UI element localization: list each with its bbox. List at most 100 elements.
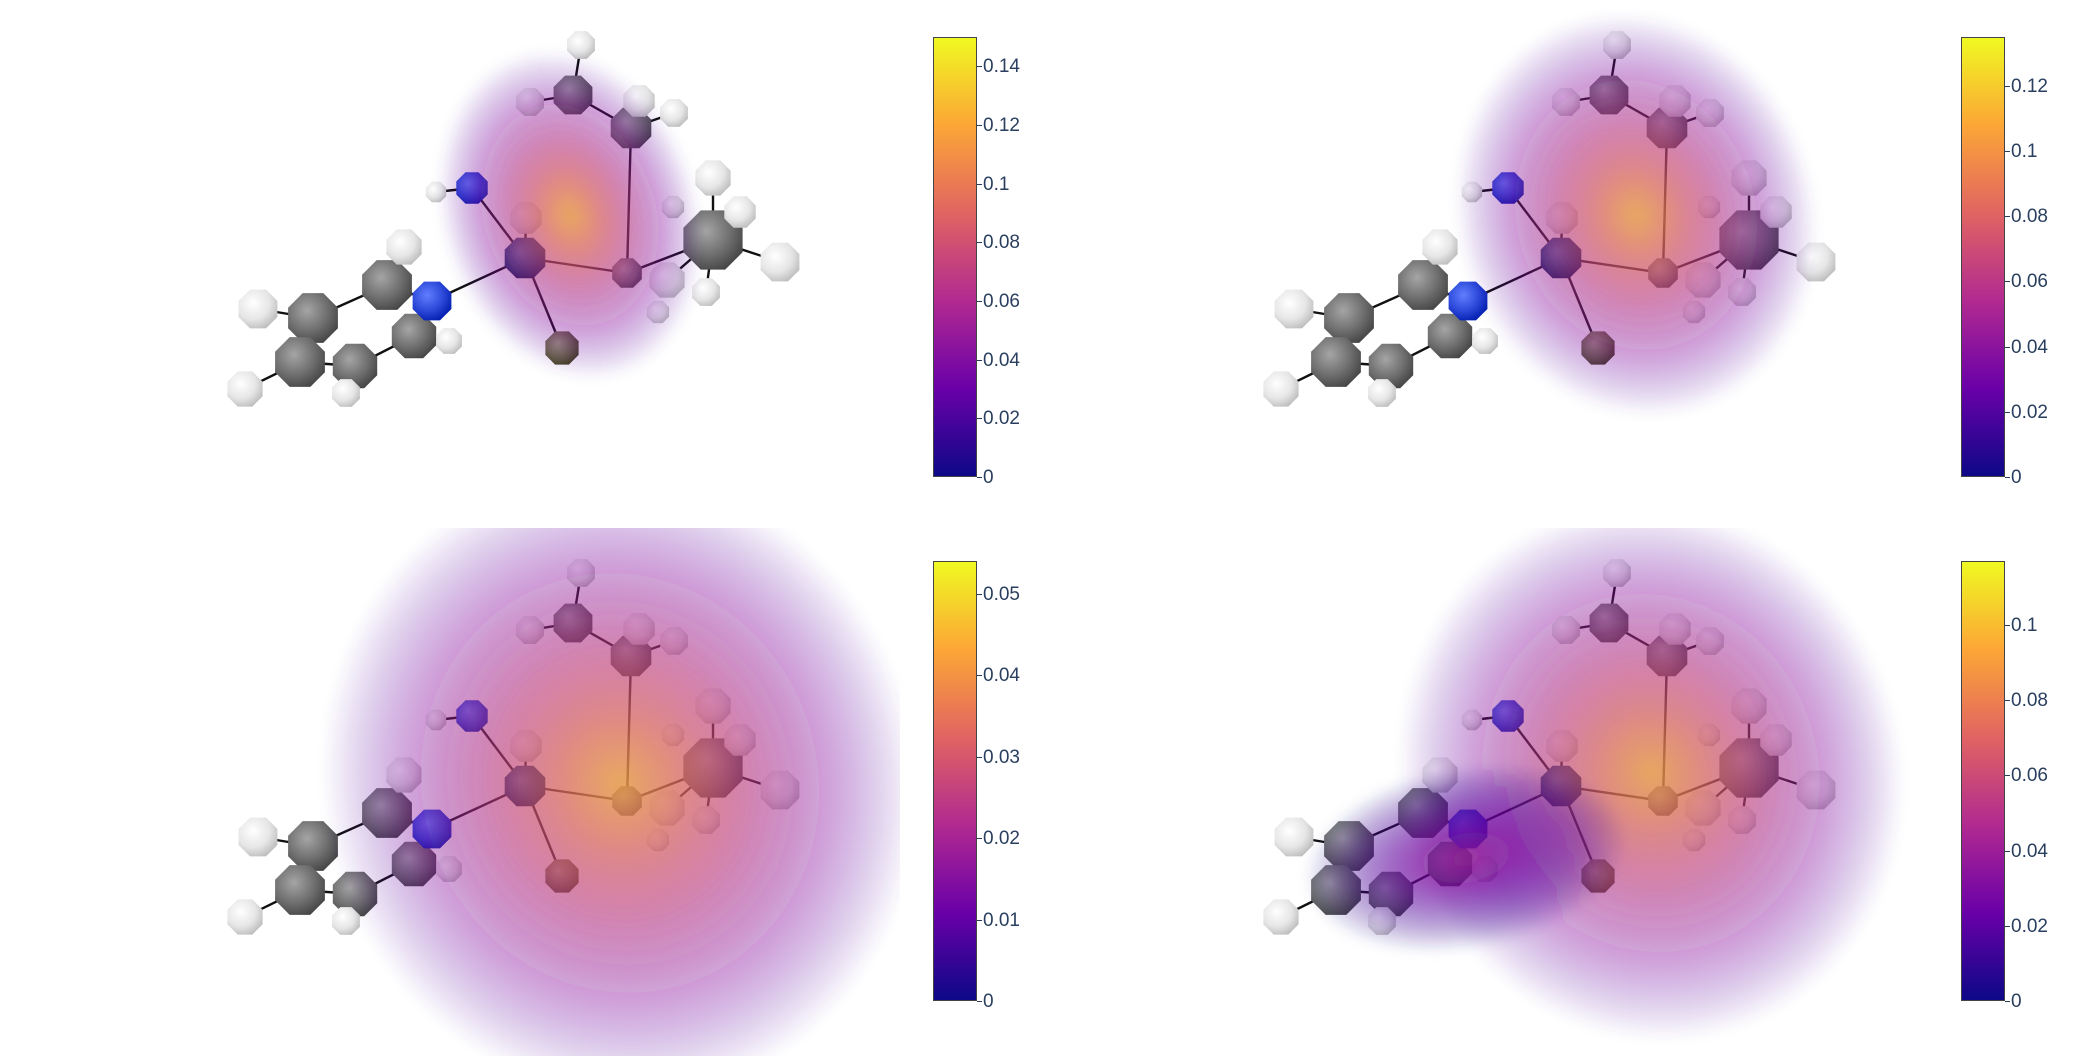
panel-top-left: 0 0.02 0.04 0.06 0.08 0.1 0.12 0.14 xyxy=(0,0,1036,528)
colorbar-tick-mark xyxy=(977,242,982,244)
hydrogen-atom xyxy=(436,328,462,354)
colorbar-tick-label: 0.1 xyxy=(2011,614,2038,636)
hydrogen-atom xyxy=(567,31,595,59)
colorbar-tick-label: 0.08 xyxy=(2011,690,2048,712)
carbon-atom xyxy=(288,293,338,343)
hydrogen-atom xyxy=(1368,379,1396,407)
hydrogen-atom xyxy=(1263,899,1299,935)
hydrogen-atom xyxy=(1274,289,1314,329)
colorbar-tick-mark xyxy=(2005,700,2010,702)
colorbar-tick-label: 0.08 xyxy=(2011,206,2048,228)
hydrogen-atom xyxy=(660,99,688,127)
colorbar: 0 0.02 0.04 0.06 0.08 0.1 xyxy=(1961,561,2061,1011)
colorbar-tick-label: 0.02 xyxy=(983,408,1020,430)
hydrogen-atom xyxy=(1422,229,1458,265)
colorbar-tick-label: 0.14 xyxy=(983,56,1020,78)
density-isosurface xyxy=(1458,17,1814,413)
carbon-atom xyxy=(288,821,338,871)
colorbar-tick-label: 0.02 xyxy=(2011,915,2048,937)
hydrogen-atom xyxy=(238,289,278,329)
colorbar-tick-mark xyxy=(2005,1001,2010,1002)
colorbar-tick-mark xyxy=(2005,85,2010,87)
colorbar-tick-mark xyxy=(977,838,982,840)
colorbar-tick-mark xyxy=(2005,850,2010,852)
colorbar-gradient xyxy=(933,561,977,1001)
colorbar-tick-label: 0 xyxy=(2011,991,2022,1012)
colorbar-tick-label: 0 xyxy=(983,991,994,1012)
colorbar-tick-label: 0.02 xyxy=(2011,401,2048,423)
carbon-atom xyxy=(1311,337,1361,387)
colorbar-tick-mark xyxy=(977,301,982,302)
panel-bottom-right: 0 0.02 0.04 0.06 0.08 0.1 xyxy=(1036,528,2073,1056)
colorbar-tick-mark xyxy=(2005,346,2010,348)
colorbar: 0 0.02 0.04 0.06 0.08 0.1 0.12 xyxy=(1961,37,2061,487)
colorbar-tick-label: 0.06 xyxy=(983,291,1020,312)
colorbar-tick-mark xyxy=(2005,151,2010,153)
colorbar-gradient xyxy=(933,37,977,477)
colorbar-tick-label: 0.04 xyxy=(983,665,1020,687)
carbon-atom xyxy=(391,313,437,359)
hydrogen-atom xyxy=(1263,371,1299,407)
hydrogen-atom xyxy=(238,817,278,857)
colorbar-tick-mark xyxy=(977,477,982,478)
colorbar-tick-mark xyxy=(977,183,982,185)
carbon-atom xyxy=(362,260,412,310)
hydrogen-atom xyxy=(386,229,422,265)
colorbar-tick-label: 0.06 xyxy=(2011,765,2048,787)
colorbar-tick-mark xyxy=(977,359,982,361)
density-contour xyxy=(1627,205,1645,225)
colorbar-tick-label: 0.03 xyxy=(983,746,1020,768)
hydrogen-atom xyxy=(1472,328,1498,354)
density-isosurface xyxy=(1307,528,1899,1036)
colorbar-tick-mark xyxy=(2005,925,2010,927)
colorbar-tick-mark xyxy=(977,919,982,921)
molecule-plot[interactable] xyxy=(1036,0,1936,528)
carbon-atom xyxy=(1368,343,1414,389)
carbon-atom xyxy=(1427,313,1473,359)
colorbar-tick-label: 0.12 xyxy=(2011,75,2048,97)
colorbar-tick-label: 0.04 xyxy=(2011,840,2048,862)
density-isosurface xyxy=(440,53,700,377)
carbon-atom xyxy=(332,343,378,389)
carbon-atom xyxy=(1398,260,1448,310)
molecule-plot[interactable] xyxy=(0,528,900,1056)
colorbar-tick-mark xyxy=(2005,624,2010,626)
density-contour xyxy=(606,769,634,797)
hydrogen-atom xyxy=(332,379,360,407)
colorbar-tick-mark xyxy=(977,756,982,758)
colorbar-gradient xyxy=(1961,37,2005,477)
density-contour xyxy=(564,207,576,223)
molecule-plot[interactable] xyxy=(0,0,900,528)
colorbar: 0 0.01 0.02 0.03 0.04 0.05 xyxy=(933,561,1033,1011)
hydrogen-atom xyxy=(695,160,731,196)
colorbar-tick-label: 0.1 xyxy=(2011,141,2038,163)
molecule-plot[interactable] xyxy=(1036,528,1936,1056)
colorbar-tick-label: 0.04 xyxy=(2011,336,2048,358)
colorbar-tick-label: 0.04 xyxy=(983,349,1020,371)
colorbar-tick-mark xyxy=(2005,281,2010,283)
colorbar-tick-mark xyxy=(2005,411,2010,413)
hydrogen-atom xyxy=(332,907,360,935)
colorbar-tick-mark xyxy=(977,675,982,677)
hydrogen-atom xyxy=(692,278,720,306)
hydrogen-atom xyxy=(760,242,800,282)
colorbar-tick-mark xyxy=(977,418,982,420)
colorbar-tick-mark xyxy=(2005,477,2010,478)
hydrogen-atom xyxy=(724,196,756,228)
colorbar-tick-mark xyxy=(977,66,982,68)
panel-bottom-left: 0 0.01 0.02 0.03 0.04 0.05 xyxy=(0,528,1036,1056)
colorbar-tick-label: 0.1 xyxy=(983,173,1010,195)
carbon-atom xyxy=(1324,293,1374,343)
carbon-atom xyxy=(275,337,325,387)
density-isosurface xyxy=(327,528,900,1056)
colorbar-tick-label: 0.02 xyxy=(983,828,1020,850)
colorbar-tick-label: 0.12 xyxy=(983,115,1020,136)
density-contour xyxy=(1639,761,1663,785)
colorbar-tick-label: 0.01 xyxy=(983,909,1020,931)
colorbar: 0 0.02 0.04 0.06 0.08 0.1 0.12 0.14 xyxy=(933,37,1033,487)
colorbar-tick-mark xyxy=(977,125,982,126)
hydrogen-atom xyxy=(227,899,263,935)
hydrogen-atom xyxy=(227,371,263,407)
colorbar-tick-mark xyxy=(977,1001,982,1002)
